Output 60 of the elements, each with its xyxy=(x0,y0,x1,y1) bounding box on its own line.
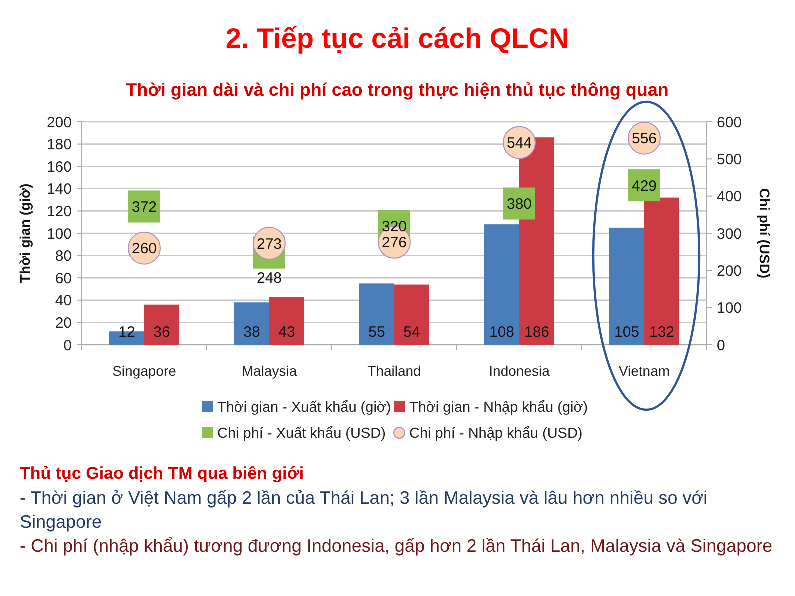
data-label: 43 xyxy=(278,324,296,341)
y2-tick-label: 200 xyxy=(717,262,742,280)
x-tick-label: Thailand xyxy=(368,363,422,379)
data-label: 186 xyxy=(524,324,550,341)
data-label: 276 xyxy=(382,234,408,252)
y2-tick-label: 0 xyxy=(717,337,726,354)
y2-tick-label: 100 xyxy=(717,300,742,318)
y-tick-label: 0 xyxy=(64,337,72,354)
bar xyxy=(360,284,394,345)
y-tick-label: 120 xyxy=(46,203,72,220)
y2-tick-label: 600 xyxy=(717,114,742,132)
data-label: 54 xyxy=(404,324,420,341)
x-tick-label: Singapore xyxy=(112,363,177,379)
text: - Thời gian ở Việt Nam gấp 2 lần của Thái Lan; 3 lần Malaysia và lâu hơn nhiều so với Singapore xyxy=(20,487,709,534)
bar xyxy=(610,228,644,345)
bar xyxy=(484,224,520,345)
y-tick-label: 100 xyxy=(46,226,72,243)
text: - Chi phí (nhập khẩu) tương đương Indonesia, gấp hơn 2 lần Thái Lan, Malaysia và Singapore xyxy=(20,535,774,558)
data-label: 105 xyxy=(614,324,640,341)
bar xyxy=(270,297,304,345)
data-label: 372 xyxy=(132,198,158,216)
y2-axis-title: Chi phí (USD) xyxy=(757,188,773,279)
data-label: 248 xyxy=(256,270,282,288)
y-tick-label: 200 xyxy=(46,114,72,132)
x-tick-label: Malaysia xyxy=(242,363,298,379)
y-axis-title: Thời gian (giờ) xyxy=(17,184,33,284)
data-label: 556 xyxy=(632,130,658,148)
data-label: 544 xyxy=(506,135,532,152)
bar xyxy=(644,198,680,345)
data-label: 108 xyxy=(489,324,515,341)
x-tick-label: Vietnam xyxy=(618,363,670,379)
data-label: 380 xyxy=(506,196,532,214)
y-tick-label: 160 xyxy=(46,158,72,176)
y-tick-label: 140 xyxy=(46,181,72,198)
data-label: 429 xyxy=(632,178,658,195)
x-tick-label: Indonesia xyxy=(489,363,550,379)
legend-label: Thời gian - Xuất khẩu (giờ) xyxy=(218,400,392,416)
y-tick-label: 40 xyxy=(55,292,72,310)
legend-label: Chi phí - Xuất khẩu (USD) xyxy=(218,426,386,442)
y-tick-label: 80 xyxy=(55,248,72,266)
legend-label: Thời gian - Nhập khẩu (giờ) xyxy=(410,400,588,416)
legend-label: Chi phí - Nhập khẩu (USD) xyxy=(410,426,583,442)
bar xyxy=(144,304,180,345)
chart-subtitle: Thời gian dài và chi phí cao trong thực hiện thủ tục thông quan xyxy=(126,80,669,100)
y2-tick-label: 400 xyxy=(717,188,742,206)
data-label: 132 xyxy=(649,324,675,341)
y-tick-label: 20 xyxy=(55,314,72,332)
data-label: 38 xyxy=(244,324,260,341)
y-tick-label: 180 xyxy=(46,136,72,154)
data-label: 36 xyxy=(154,324,170,341)
y2-tick-label: 300 xyxy=(717,226,742,243)
data-label: 55 xyxy=(368,324,386,341)
bar xyxy=(234,302,270,345)
y-tick-label: 60 xyxy=(55,270,72,288)
y2-tick-label: 500 xyxy=(717,151,742,168)
data-label: 260 xyxy=(132,240,158,258)
bar xyxy=(394,284,430,345)
chart-title: 2. Tiếp tục cải cách QLCN xyxy=(226,23,570,54)
data-label: 273 xyxy=(256,236,282,253)
text: Thủ tục Giao dịch TM qua biên giới xyxy=(20,463,306,485)
